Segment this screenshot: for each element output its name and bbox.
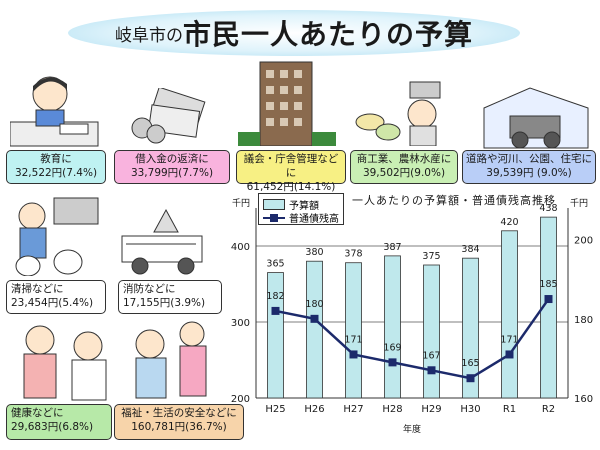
education-label: 教育に [40,153,72,165]
line-point [271,306,280,315]
cleaning-label: 清掃などに [11,283,64,295]
bar-value-label: 365 [266,259,284,270]
council-label: 議会・庁舎管理などに [243,153,339,179]
line-point [349,350,358,359]
bar-value-label: 380 [305,247,323,258]
cleaning-amount: 23,454円(5.4%) [11,297,94,309]
bar-value-label: 387 [383,242,401,253]
fire-box: 消防などに 17,155円(3.9%) [118,280,222,314]
welfare-box: 福祉・生活の安全などに 160,781円(36.7%) [114,404,244,440]
line-value-label: 180 [305,299,323,310]
legend-line-swatch [263,213,285,222]
garbage-worker-illustration [15,197,99,276]
y-right-tick-label: 200 [574,236,593,247]
x-tick-label: H28 [382,404,402,415]
commerce-box: 商工業、農林水産に 39,502円(9.0%) [350,150,458,184]
health-illustration [23,325,107,401]
bar [462,257,479,399]
y-left-tick-label: 400 [231,242,250,253]
x-tick-label: H29 [421,404,441,415]
page-title: 岐阜市の 市民一人あたりの予算 [68,10,520,56]
line-value-label: 185 [539,279,557,290]
x-tick-label: H27 [343,404,363,415]
roads-box: 道路や河川、公園、住宅に 39,539円 (9.0%) [462,150,596,184]
commerce-amount: 39,502円(9.0%) [362,167,446,179]
bar-value-label: 375 [422,251,440,262]
council-box: 議会・庁舎管理などに 61,452円(14.1%) [236,150,346,193]
family-illustration [135,321,207,399]
line-point [427,366,436,375]
y-right-axis-label: 千円 [570,198,588,209]
fire-truck-illustration [121,208,203,275]
legend-bar-label: 予算額 [289,201,319,212]
x-axis-label: 年度 [403,423,421,435]
line-value-label: 165 [461,358,479,369]
fire-label: 消防などに [123,283,176,295]
health-amount: 29,683円(6.8%) [11,421,94,433]
health-label: 健康などに [11,407,64,419]
series-line [275,298,550,380]
money-illustration [131,88,206,144]
line-value-label: 167 [422,350,440,361]
y-right-tick-label: 160 [574,394,593,405]
x-tick-label: H26 [304,404,324,415]
health-box: 健康などに 29,683円(6.8%) [6,404,112,440]
bar [423,264,440,399]
line-value-label: 182 [266,291,284,302]
x-tick-label: R2 [542,404,555,415]
y-left-tick-label: 200 [231,394,250,405]
y-right-tick-label: 180 [574,315,593,326]
line-point [505,350,514,359]
line-point [466,374,475,383]
debt-label: 借入金の返済に [135,153,209,165]
y-left-tick-label: 300 [231,318,250,329]
bar [384,255,401,399]
line-point [310,314,319,323]
x-tick-label: R1 [503,404,516,415]
bar-value-label: 384 [461,244,479,255]
bar [501,230,518,399]
welfare-label: 福祉・生活の安全などに [121,407,237,419]
roads-label: 道路や河川、公園、住宅に [466,153,592,165]
bar [345,262,362,399]
debt-box: 借入金の返済に 33,799円(7.7%) [114,150,230,184]
education-box: 教育に 32,522円(7.4%) [6,150,106,184]
commerce-label: 商工業、農林水産に [356,153,452,165]
cleaning-box: 清掃などに 23,454円(5.4%) [6,280,106,314]
legend-bar-swatch [263,199,285,210]
construction-illustration [483,87,589,149]
council-amount: 61,452円(14.1%) [246,181,336,193]
farmer-illustration [355,81,441,146]
bar-value-label: 420 [500,217,518,228]
line-point [544,295,553,304]
line-point [388,358,397,367]
x-tick-label: H30 [460,404,480,415]
bar [540,216,557,399]
x-tick-label: H25 [265,404,285,415]
bar-value-label: 378 [344,249,362,260]
welfare-amount: 160,781円(36.7%) [131,421,227,433]
title-prefix: 岐阜市の [114,25,183,46]
roads-amount: 39,539円 (9.0%) [486,167,572,179]
chart-title: 一人あたりの予算額・普通債残高推移 [352,194,556,207]
legend-line-label: 普通債残高 [289,214,339,225]
chart-legend: 予算額 普通債残高 [258,193,344,225]
building-illustration [238,61,336,146]
line-value-label: 171 [500,334,518,345]
line-value-label: 169 [383,342,401,353]
student-illustration [10,76,99,147]
title-main: 市民一人あたりの予算 [182,18,473,51]
debt-amount: 33,799円(7.7%) [130,167,214,179]
education-amount: 32,522円(7.4%) [14,167,98,179]
y-left-axis-label: 千円 [232,198,250,209]
fire-amount: 17,155円(3.9%) [123,297,206,309]
line-value-label: 171 [344,334,362,345]
bar-value-label: 438 [539,203,557,214]
bar [267,272,284,399]
title-banner [68,10,520,56]
bar [306,260,323,399]
